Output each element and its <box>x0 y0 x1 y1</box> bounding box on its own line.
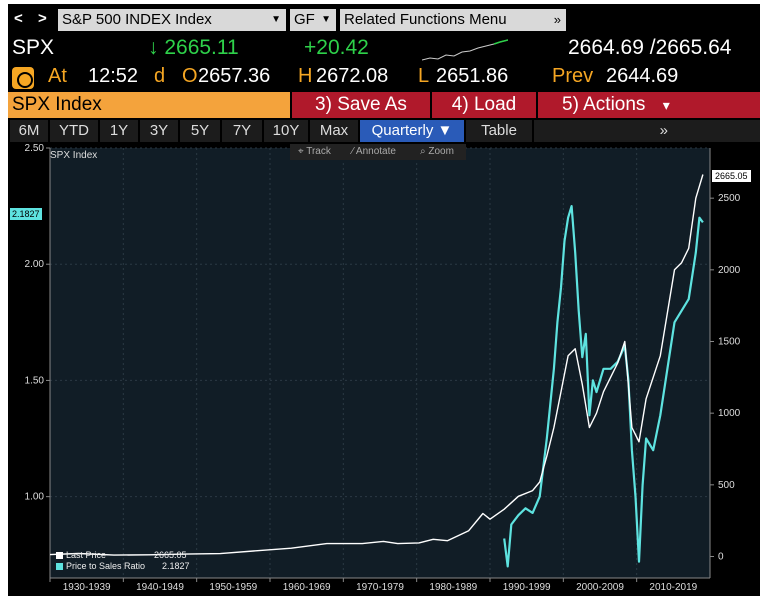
chevron-down-icon: » <box>553 12 561 27</box>
right-tick-label: 1000 <box>718 408 741 419</box>
last-price: ↓ 2665.11 <box>148 36 239 59</box>
forward-button[interactable]: > <box>38 10 47 27</box>
low-label: L <box>418 65 430 87</box>
tab-quarterly[interactable]: Quarterly ▼ <box>360 120 464 142</box>
tab-5y[interactable]: 5Y <box>180 120 220 142</box>
legend-label: Price to Sales Ratio <box>66 561 146 571</box>
sparkline <box>422 39 508 61</box>
left-tick-label: 1.50 <box>25 375 45 386</box>
chart-title: SPX Index <box>50 150 98 161</box>
actions-button[interactable]: 5) Actions ▾ <box>538 92 760 118</box>
x-tick-label: 1950-1959 <box>209 582 257 593</box>
chart-area: 1930-1939 1940-1949 1950-1959 1960-1969 1970… <box>8 142 760 596</box>
price-last-value-flag: 2665.05 <box>712 170 751 182</box>
legend-swatch <box>56 552 63 559</box>
tab-10y[interactable]: 10Y <box>264 120 308 142</box>
function-bar: SPX Index 3) Save As 4) Load 5) Actions … <box>8 92 760 118</box>
more-tabs-chevron-icon[interactable]: » <box>534 120 760 142</box>
x-tick-label: 1980-1989 <box>429 582 477 593</box>
security-name: SPX Index <box>8 92 290 118</box>
x-tick-label: 1930-1939 <box>63 582 111 593</box>
ratio-last-value-flag: 2.1827 <box>10 208 42 220</box>
annotate-tool[interactable]: ⁄ Annotate <box>352 146 396 157</box>
actions-label: 5) Actions <box>562 94 646 115</box>
at-label: At <box>48 65 67 87</box>
security-input[interactable]: S&P 500 INDEX Index ▼ <box>58 9 286 31</box>
legend-value: 2665.05 <box>154 550 187 560</box>
open-value: 2657.36 <box>198 65 271 87</box>
right-tick-label: 0 <box>718 552 724 563</box>
right-tick-label: 2000 <box>718 265 741 276</box>
back-button[interactable]: < <box>14 10 23 27</box>
open-label: O <box>182 65 198 87</box>
tab-7y[interactable]: 7Y <box>222 120 262 142</box>
tab-table[interactable]: Table <box>466 120 532 142</box>
period-tabs: 6M YTD 1Y 3Y 5Y 7Y 10Y Max Quarterly ▼ T… <box>8 120 760 142</box>
tab-3y[interactable]: 3Y <box>140 120 178 142</box>
caret-down-icon: ▾ <box>662 97 670 113</box>
prev-label: Prev <box>552 65 594 87</box>
bid-ask: 2664.69 /2665.64 <box>568 36 732 59</box>
related-functions-menu[interactable]: Related Functions Menu » <box>340 9 566 31</box>
high-label: H <box>298 65 313 87</box>
net-change: +20.42 <box>304 36 369 59</box>
clock-icon <box>12 67 34 89</box>
x-tick-label: 2000-2009 <box>576 582 624 593</box>
dropdown-arrow-icon: ▼ <box>271 14 281 25</box>
right-tick-label: 500 <box>718 480 735 491</box>
prev-value: 2644.69 <box>606 65 679 87</box>
x-tick-label: 1940-1949 <box>136 582 184 593</box>
ohlc-row: At 12:52 d O 2657.36 H 2672.08 L 2651.86… <box>8 64 760 92</box>
legend-value: 2.1827 <box>162 561 190 571</box>
tab-max[interactable]: Max <box>310 120 358 142</box>
quote-time: 12:52 <box>88 65 139 87</box>
security-input-value: S&P 500 INDEX Index <box>62 11 212 28</box>
legend-item-price-to-sales: Price to Sales Ratio 2.1827 <box>54 561 194 572</box>
source-dropdown[interactable]: GF ▼ <box>290 9 336 31</box>
series-line-last-price <box>49 174 704 556</box>
left-tick-label: 2.50 <box>25 143 45 154</box>
right-tick-label: 1500 <box>718 337 741 348</box>
left-tick-label: 2.00 <box>25 259 45 270</box>
source-dropdown-value: GF <box>294 11 315 28</box>
load-button[interactable]: 4) Load <box>432 92 536 118</box>
track-tool[interactable]: ⌖ Track <box>298 146 331 157</box>
security-bar: < > S&P 500 INDEX Index ▼ GF ▼ Related F… <box>8 8 760 32</box>
quote-row: SPX ↓ 2665.11 +20.42 2664.69 /2665.64 <box>8 34 760 64</box>
delay-flag: d <box>154 65 166 87</box>
tab-6m[interactable]: 6M <box>10 120 48 142</box>
chart-svg: 1930-1939 1940-1949 1950-1959 1960-1969 1970… <box>25 143 741 593</box>
x-tick-label: 1990-1999 <box>503 582 551 593</box>
high-value: 2672.08 <box>316 65 389 87</box>
x-tick-label: 1960-1969 <box>283 582 331 593</box>
plot-background <box>50 148 710 578</box>
ticker-symbol: SPX <box>12 36 55 59</box>
legend-label: Last Price <box>66 550 107 560</box>
dropdown-arrow-icon: ▼ <box>321 14 331 25</box>
related-functions-label: Related Functions Menu <box>344 11 507 28</box>
x-tick-label: 2010-2019 <box>649 582 697 593</box>
legend-swatch <box>56 563 63 570</box>
tab-1y[interactable]: 1Y <box>100 120 138 142</box>
chart-legend: Last Price 2665.05 Price to Sales Ratio … <box>54 550 194 572</box>
right-tick-label: 2500 <box>718 193 741 204</box>
left-tick-label: 1.00 <box>25 492 45 503</box>
save-as-button[interactable]: 3) Save As <box>292 92 430 118</box>
low-value: 2651.86 <box>436 65 509 87</box>
chart-toolbar: ⌖ Track ⁄ Annotate ⌕ Zoom <box>290 144 466 160</box>
zoom-tool[interactable]: ⌕ Zoom <box>420 146 454 157</box>
x-tick-label: 1970-1979 <box>356 582 404 593</box>
tab-ytd[interactable]: YTD <box>50 120 98 142</box>
legend-item-last-price: Last Price 2665.05 <box>54 550 194 561</box>
terminal-window: < > S&P 500 INDEX Index ▼ GF ▼ Related F… <box>8 4 760 596</box>
